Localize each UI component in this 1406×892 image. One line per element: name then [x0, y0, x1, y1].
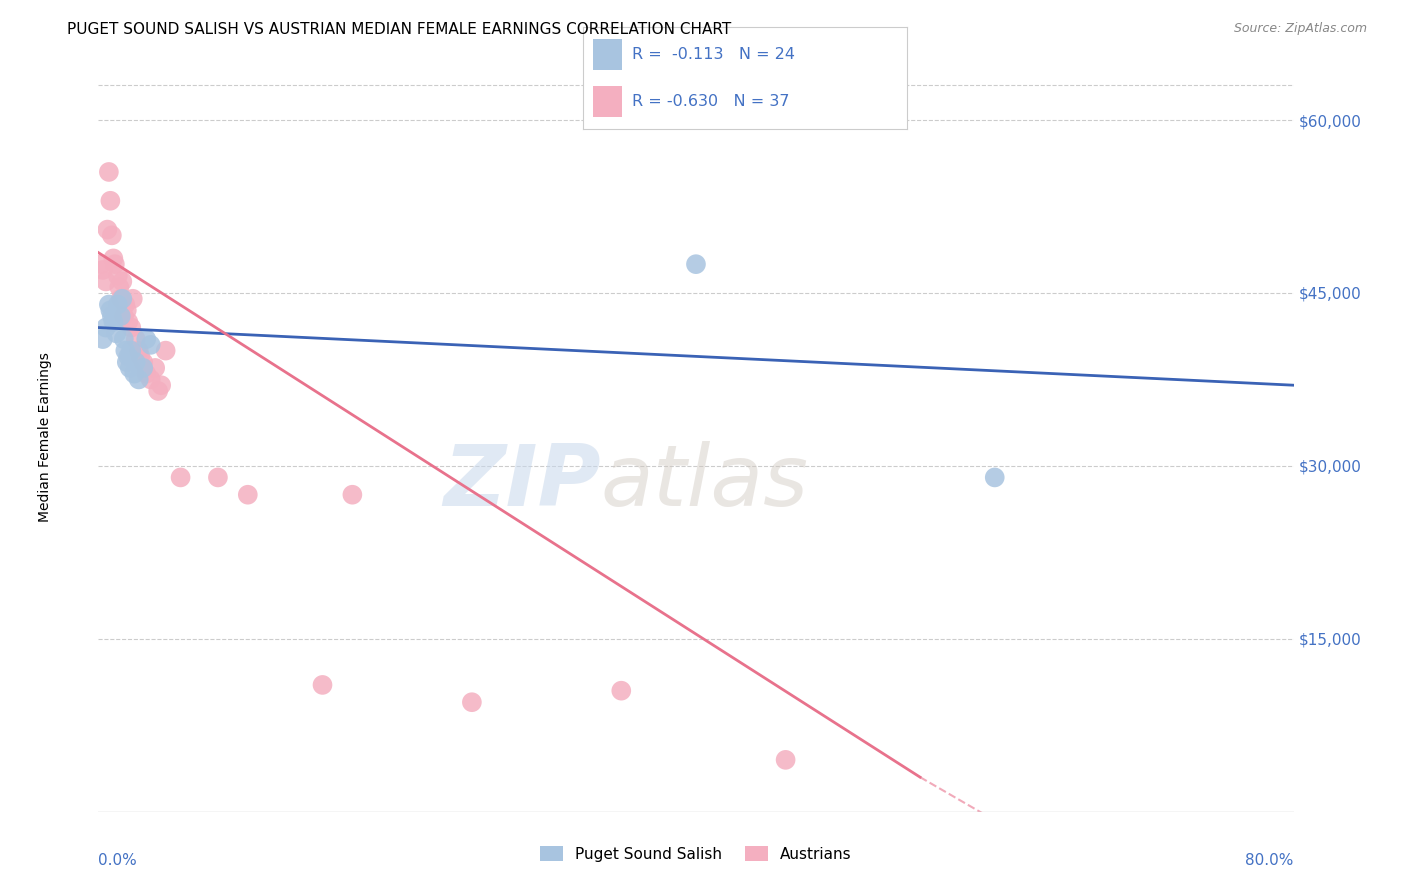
- Point: [111, 292, 134, 306]
- Text: 0.0%: 0.0%: [98, 853, 138, 868]
- Point: [124, 367, 146, 381]
- Point: [148, 384, 170, 398]
- Point: [128, 343, 150, 358]
- Point: [117, 315, 139, 329]
- Bar: [593, 87, 623, 117]
- Point: [97, 297, 120, 311]
- Point: [132, 355, 155, 369]
- Point: [112, 309, 135, 323]
- Point: [94, 320, 117, 334]
- Point: [139, 338, 162, 352]
- Text: ZIP: ZIP: [443, 441, 600, 524]
- Text: atlas: atlas: [600, 441, 808, 524]
- Point: [98, 194, 122, 208]
- Text: Source: ZipAtlas.com: Source: ZipAtlas.com: [1233, 22, 1367, 36]
- Point: [143, 360, 166, 375]
- Point: [101, 228, 124, 243]
- Point: [236, 488, 259, 502]
- Point: [150, 378, 173, 392]
- Point: [110, 309, 132, 323]
- Point: [342, 488, 364, 502]
- Point: [135, 332, 157, 346]
- Point: [103, 252, 125, 266]
- Legend: Puget Sound Salish, Austrians: Puget Sound Salish, Austrians: [534, 839, 858, 868]
- Point: [91, 263, 114, 277]
- Point: [115, 303, 138, 318]
- Point: [135, 367, 157, 381]
- Text: R =  -0.113   N = 24: R = -0.113 N = 24: [633, 47, 794, 62]
- Point: [311, 678, 333, 692]
- Point: [110, 292, 132, 306]
- Point: [111, 275, 134, 289]
- Text: R = -0.630   N = 37: R = -0.630 N = 37: [633, 95, 790, 109]
- Point: [685, 257, 707, 271]
- Point: [101, 309, 124, 323]
- Text: Median Female Earnings: Median Female Earnings: [38, 352, 52, 522]
- Point: [155, 343, 177, 358]
- Point: [121, 292, 143, 306]
- Point: [775, 753, 797, 767]
- Point: [96, 222, 118, 236]
- Point: [128, 372, 150, 386]
- Point: [98, 303, 122, 318]
- Point: [139, 372, 162, 386]
- Point: [107, 297, 129, 311]
- Point: [125, 355, 148, 369]
- Text: PUGET SOUND SALISH VS AUSTRIAN MEDIAN FEMALE EARNINGS CORRELATION CHART: PUGET SOUND SALISH VS AUSTRIAN MEDIAN FE…: [67, 22, 731, 37]
- Point: [115, 355, 138, 369]
- Point: [461, 695, 484, 709]
- Point: [129, 350, 152, 364]
- Point: [120, 343, 142, 358]
- Point: [610, 683, 633, 698]
- Point: [108, 280, 131, 294]
- Point: [984, 470, 1007, 484]
- Point: [104, 257, 127, 271]
- Point: [105, 326, 128, 341]
- Bar: [593, 39, 623, 70]
- Point: [132, 360, 155, 375]
- Point: [118, 360, 141, 375]
- Point: [94, 275, 117, 289]
- Point: [112, 332, 135, 346]
- Point: [120, 320, 142, 334]
- Point: [107, 268, 129, 283]
- Point: [114, 297, 136, 311]
- Point: [103, 315, 125, 329]
- Point: [125, 332, 148, 346]
- Point: [91, 332, 114, 346]
- Point: [207, 470, 229, 484]
- Point: [117, 350, 139, 364]
- Point: [97, 165, 120, 179]
- Point: [90, 257, 112, 271]
- Text: 80.0%: 80.0%: [1246, 853, 1294, 868]
- Point: [114, 343, 136, 358]
- Point: [169, 470, 191, 484]
